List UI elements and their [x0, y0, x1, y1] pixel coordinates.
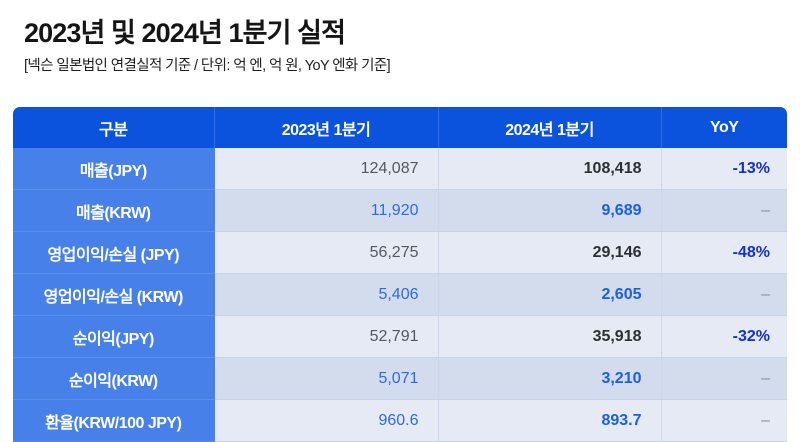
cell-y2023: 11,920 — [214, 189, 439, 232]
column-header-y2023: 2023년 1분기 — [214, 107, 439, 148]
row-label: 순이익(KRW) — [13, 357, 215, 400]
cell-y2024: 2,605 — [438, 273, 662, 316]
financial-table-container: 구분 2023년 1분기 2024년 1분기 YoY 매출(JPY) 124,08… — [13, 107, 787, 442]
cell-y2024: 893.7 — [438, 399, 662, 442]
table-row: 환율(KRW/100 JPY) 960.6 893.7– — [13, 399, 787, 442]
cell-y2024: 108,418 — [438, 148, 662, 190]
page-title: 2023년 및 2024년 1분기 실적 — [24, 18, 346, 48]
row-label: 영업이익/손실 (JPY) — [13, 231, 215, 274]
column-header-label: 구분 — [13, 107, 215, 148]
cell-y2023: 52,791 — [214, 315, 439, 358]
table-row: 순이익(JPY) 52,791 35,918 -32% — [13, 315, 787, 358]
row-label: 영업이익/손실 (KRW) — [13, 273, 215, 316]
cell-yoy: – — [661, 189, 787, 232]
cell-y2024: 3,210 — [438, 357, 662, 400]
cell-y2023: 5,071 — [214, 357, 439, 400]
cell-yoy: -13% — [661, 148, 787, 190]
row-label: 순이익(JPY) — [13, 315, 215, 358]
cell-y2023: 56,275 — [214, 231, 439, 274]
table-row: 매출(JPY) 124,087 108,418 -13% — [13, 148, 787, 190]
table-row: 영업이익/손실 (JPY) 56,275 29,146 -48% — [13, 231, 787, 274]
table-header-row: 구분 2023년 1분기 2024년 1분기 YoY — [13, 107, 787, 148]
table-body: 매출(JPY) 124,087 108,418 -13% 매출(KRW) 11,920 9,… — [13, 148, 787, 442]
row-label: 매출(JPY) — [13, 148, 215, 190]
row-label: 매출(KRW) — [13, 189, 215, 232]
cell-yoy: – — [661, 273, 787, 316]
column-header-yoy: YoY — [661, 107, 787, 148]
cell-yoy: -48% — [661, 231, 787, 274]
cell-y2023: 960.6 — [214, 399, 439, 442]
cell-y2023: 5,406 — [214, 273, 439, 316]
cell-y2024: 29,146 — [438, 231, 662, 274]
financial-results-table: 구분 2023년 1분기 2024년 1분기 YoY 매출(JPY) 124,08… — [13, 107, 787, 442]
table-row: 매출(KRW) 11,920 9,689– — [13, 189, 787, 232]
cell-y2024: 9,689 — [438, 189, 662, 232]
row-label: 환율(KRW/100 JPY) — [13, 399, 215, 442]
column-header-y2024: 2024년 1분기 — [438, 107, 662, 148]
cell-y2024: 35,918 — [438, 315, 662, 358]
table-header: 구분 2023년 1분기 2024년 1분기 YoY — [13, 107, 787, 148]
page-subtitle: [넥슨 일본법인 연결실적 기준 / 단위: 억 엔, 억 원, YoY 엔화 … — [24, 58, 391, 74]
cell-yoy: – — [661, 357, 787, 400]
table-row: 순이익(KRW) 5,071 3,210– — [13, 357, 787, 400]
cell-yoy: -32% — [661, 315, 787, 358]
table-row: 영업이익/손실 (KRW) 5,406 2,605– — [13, 273, 787, 316]
cell-yoy: – — [661, 399, 787, 442]
heading-block: 2023년 및 2024년 1분기 실적 [넥슨 일본법인 연결실적 기준 / … — [24, 16, 784, 75]
cell-y2023: 124,087 — [214, 148, 439, 190]
